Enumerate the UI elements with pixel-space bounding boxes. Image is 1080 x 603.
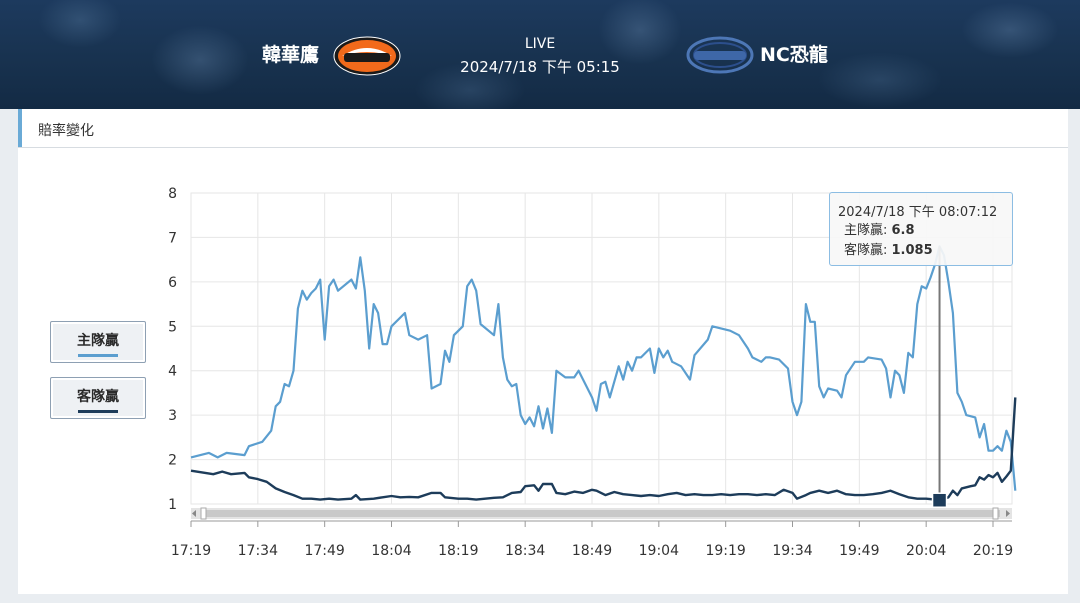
crosshair <box>931 246 948 508</box>
scrollbar-thumb[interactable] <box>203 510 1000 517</box>
live-status: LIVE <box>524 36 556 52</box>
x-tick-label: 18:19 <box>438 543 478 559</box>
legend-home-swatch <box>78 354 118 357</box>
match-datetime: 2024/7/18 下午 05:15 <box>460 58 620 76</box>
legend-home-win[interactable]: 主隊贏 <box>50 321 146 363</box>
tooltip-home-label: 主隊贏: <box>844 223 892 238</box>
x-tick-label: 17:19 <box>171 543 211 559</box>
home-team-name: 韓華鷹 <box>262 44 320 66</box>
x-tick-label: 17:34 <box>238 543 278 559</box>
panel-header: 賠率變化 <box>18 109 1068 148</box>
legend-away-win[interactable]: 客隊贏 <box>50 377 146 419</box>
y-tick-label: 6 <box>168 275 177 291</box>
x-tick-label: 19:19 <box>705 543 745 559</box>
legend-away-label: 客隊贏 <box>77 389 119 405</box>
x-tick-label: 18:34 <box>505 543 545 559</box>
y-tick-label: 8 <box>168 186 177 202</box>
panel-title: 賠率變化 <box>38 123 94 139</box>
x-tick-label: 18:49 <box>572 543 612 559</box>
y-tick-label: 4 <box>168 364 177 380</box>
scrollbar-left-handle[interactable] <box>200 507 207 520</box>
x-tick-label: 19:49 <box>839 543 879 559</box>
chart-series <box>190 245 1017 502</box>
crowd-background <box>0 0 1080 109</box>
tooltip-home-row: 主隊贏: 6.8 <box>844 219 915 238</box>
tooltip-home-value: 6.8 <box>891 223 915 238</box>
y-tick-label: 7 <box>168 230 177 246</box>
y-axis: 1 2 3 4 5 6 7 8 <box>168 186 177 513</box>
legend-away-swatch <box>78 410 118 413</box>
legend-home-label: 主隊贏 <box>77 333 119 349</box>
series-line-away-win <box>190 397 1017 502</box>
x-tick-label: 20:19 <box>973 543 1013 559</box>
y-tick-label: 2 <box>168 453 177 469</box>
x-tick-label: 18:04 <box>371 543 411 559</box>
panel-accent-bar <box>18 109 22 147</box>
away-team-name: NC恐龍 <box>760 44 828 66</box>
chart-tooltip: 2024/7/18 下午 08:07:12 主隊贏: 6.8 客隊贏: 1.08… <box>829 192 1013 266</box>
x-tick-label: 19:34 <box>772 543 812 559</box>
tooltip-away-value: 1.085 <box>891 243 933 258</box>
tooltip-title: 2024/7/18 下午 08:07:12 <box>838 205 998 220</box>
x-axis: 17:19 17:34 17:49 18:04 18:19 18:34 18:49 19:04… <box>171 520 1013 559</box>
y-tick-label: 3 <box>168 408 177 424</box>
scroll-right-icon[interactable] <box>1006 510 1010 517</box>
y-tick-label: 1 <box>168 497 177 513</box>
scroll-left-icon[interactable] <box>192 510 196 517</box>
x-tick-label: 20:04 <box>906 543 946 559</box>
scrollbar[interactable] <box>191 507 1012 520</box>
series-line-home-win <box>190 245 1017 491</box>
x-tick-label: 19:04 <box>639 543 679 559</box>
y-tick-label: 5 <box>168 319 177 335</box>
eagles-logo-icon <box>333 36 401 76</box>
x-tick-label: 17:49 <box>304 543 344 559</box>
tooltip-away-row: 客隊贏: 1.085 <box>844 239 933 258</box>
scrollbar-right-handle[interactable] <box>992 507 999 520</box>
tooltip-away-label: 客隊贏: <box>844 243 892 258</box>
highlight-marker <box>931 492 948 508</box>
dinos-logo-icon <box>686 36 754 74</box>
match-header: 韓華鷹 LIVE 2024/7/18 下午 05:15 NC恐龍 <box>0 0 1080 109</box>
